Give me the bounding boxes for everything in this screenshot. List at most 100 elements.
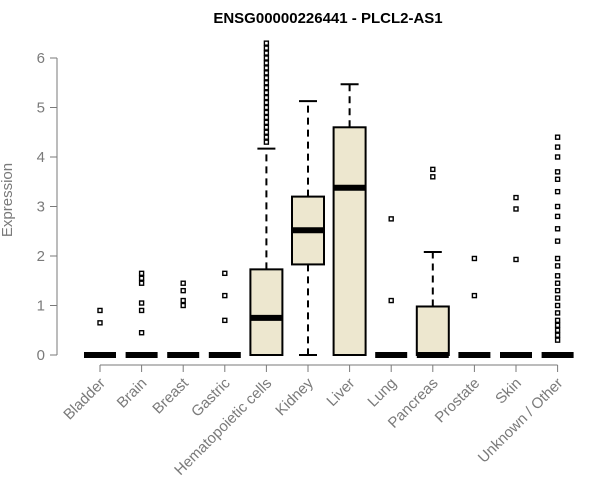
outlier-point	[554, 273, 561, 279]
x-tick-label: Skin	[492, 375, 525, 408]
y-tick-label: 4	[37, 149, 45, 166]
outlier-point	[554, 310, 561, 316]
y-tick-label: 1	[37, 298, 45, 315]
box-group	[208, 270, 241, 358]
x-tick-label: Liver	[323, 375, 358, 410]
outlier-point	[554, 176, 561, 182]
outlier-point	[554, 213, 561, 220]
outlier-point	[554, 295, 561, 301]
outlier-point	[138, 280, 145, 286]
outlier-point	[180, 302, 186, 309]
outlier-point	[263, 99, 270, 106]
box-group	[500, 194, 532, 358]
outlier-point	[97, 307, 103, 314]
outlier-point	[263, 84, 270, 91]
outlier-point	[554, 337, 561, 343]
box-group	[249, 40, 284, 356]
box-group	[541, 134, 574, 358]
outlier-point	[263, 124, 270, 131]
outlier-point	[554, 238, 561, 244]
outlier-point	[513, 206, 519, 212]
outlier-point	[471, 255, 478, 262]
y-tick-label: 3	[37, 199, 45, 216]
outlier-point	[263, 104, 270, 111]
box-group	[375, 216, 408, 358]
box-group	[84, 307, 116, 358]
outlier-point	[263, 50, 270, 56]
box-iqr	[249, 268, 284, 356]
outlier-point	[554, 280, 561, 286]
outlier-point	[554, 317, 561, 324]
outlier-point	[180, 280, 186, 286]
box-iqr	[332, 126, 367, 356]
outlier-point	[554, 327, 561, 333]
outlier-point	[513, 256, 519, 263]
outlier-point	[138, 275, 145, 281]
chart-title: ENSG00000226441 - PLCL2-AS1	[213, 10, 442, 27]
outlier-point	[222, 270, 228, 277]
outlier-point	[222, 317, 228, 324]
outlier-point	[554, 263, 561, 269]
outlier-point	[471, 292, 478, 299]
outlier-point	[263, 80, 270, 86]
outlier-point	[263, 40, 270, 46]
box-group	[125, 270, 158, 358]
outlier-point	[180, 287, 186, 294]
outlier-point	[513, 194, 519, 201]
outlier-point	[138, 330, 145, 336]
outlier-point	[388, 297, 394, 304]
y-tick-label: 5	[37, 100, 45, 117]
outlier-point	[554, 134, 561, 140]
outlier-point	[222, 292, 228, 299]
x-tick-label: Kidney	[272, 374, 317, 419]
box-group	[291, 100, 325, 356]
x-tick-label: Bladder	[60, 375, 109, 424]
outlier-point	[554, 203, 561, 210]
outlier-point	[263, 94, 270, 101]
outlier-point	[263, 114, 270, 121]
outlier-point	[554, 188, 561, 195]
outlier-point	[263, 119, 270, 126]
outlier-point	[554, 322, 561, 328]
box-iqr	[415, 305, 450, 356]
outlier-point	[263, 89, 270, 96]
y-tick-label: 0	[37, 347, 45, 364]
outlier-point	[430, 166, 436, 173]
outlier-point	[263, 60, 270, 66]
outlier-point	[554, 144, 561, 150]
outlier-point	[138, 300, 145, 306]
outlier-point	[263, 75, 270, 81]
outlier-point	[430, 174, 436, 180]
x-tick-label: Prostate	[432, 375, 484, 427]
outlier-point	[263, 129, 270, 135]
box-group	[415, 166, 450, 358]
x-tick-label: Breast	[149, 374, 192, 417]
y-axis-label: Expression	[0, 163, 16, 237]
outlier-point	[138, 307, 145, 314]
outlier-point	[554, 302, 561, 309]
outlier-point	[554, 169, 561, 175]
outlier-point	[180, 297, 186, 304]
outlier-point	[263, 55, 270, 61]
outlier-point	[554, 255, 561, 262]
box-group	[332, 83, 367, 356]
x-tick-label: Brain	[114, 375, 151, 412]
y-tick-label: 6	[37, 50, 45, 67]
outlier-point	[554, 226, 561, 232]
outlier-point	[263, 139, 270, 145]
plot-area	[84, 40, 574, 358]
box-group	[458, 255, 491, 358]
x-tick-label: Lung	[364, 375, 400, 411]
outlier-point	[388, 216, 394, 222]
outlier-point	[263, 70, 270, 76]
outlier-point	[554, 287, 561, 294]
outlier-point	[138, 270, 145, 277]
outlier-point	[554, 332, 561, 338]
outlier-point	[554, 154, 561, 160]
outlier-point	[263, 65, 270, 71]
box-group	[167, 280, 200, 358]
outlier-point	[263, 134, 270, 140]
outlier-point	[97, 320, 103, 326]
